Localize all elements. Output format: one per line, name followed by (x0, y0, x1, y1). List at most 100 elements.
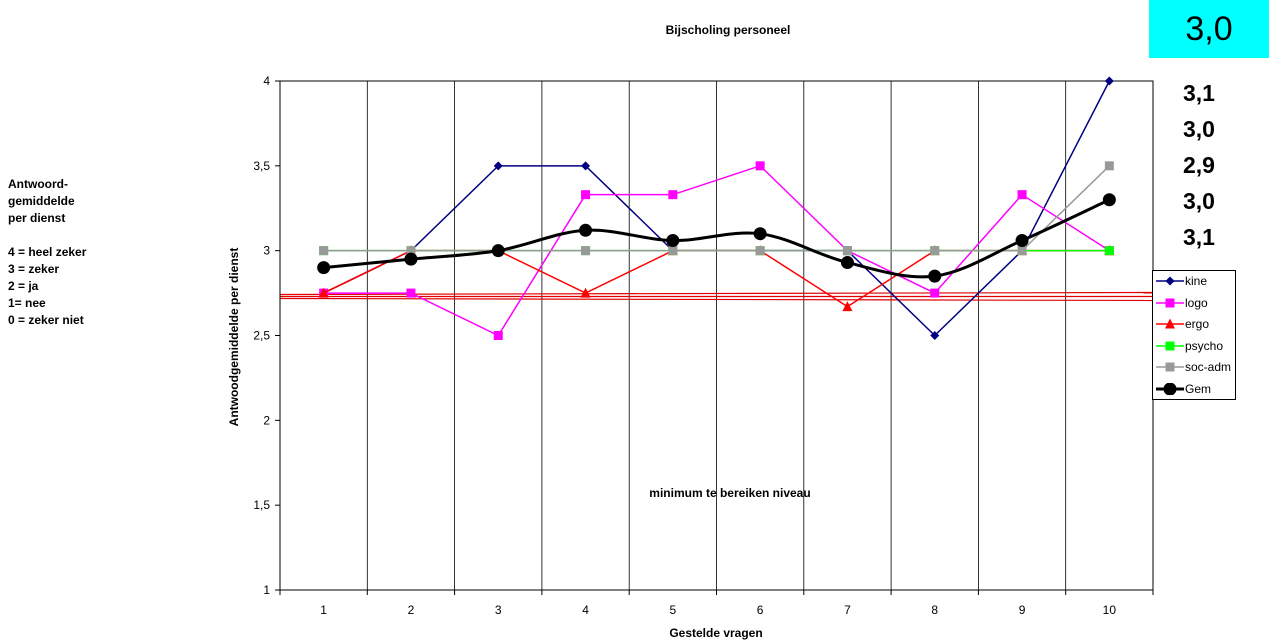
legend-swatch (1156, 276, 1184, 286)
data-point (580, 287, 591, 298)
legend-label: kine (1185, 274, 1208, 288)
dept-score: 3,0 (1183, 116, 1215, 142)
x-tick-label: 4 (582, 603, 589, 617)
data-point (755, 161, 765, 171)
y-tick-label: 2,5 (253, 329, 270, 343)
series-legend: kine logo ergo psycho soc-adm Gem (1152, 270, 1236, 400)
data-point (581, 190, 591, 200)
x-tick-label: 8 (931, 603, 938, 617)
y-tick-label: 4 (263, 74, 270, 88)
y-tick-label: 2 (263, 413, 270, 427)
legend-label: ergo (1185, 317, 1210, 331)
scale-line: 1= nee (8, 296, 46, 310)
data-point (930, 331, 940, 340)
dept-score: 3,0 (1183, 188, 1215, 214)
data-point (1165, 362, 1175, 372)
threshold-line (279, 291, 1154, 296)
data-point (842, 301, 853, 312)
data-point (928, 269, 942, 283)
data-point (668, 190, 678, 200)
legend-swatch (1156, 382, 1184, 395)
scale-line: 4 = heel zeker (8, 245, 87, 259)
series-layer (317, 76, 1116, 340)
data-point (930, 246, 940, 256)
x-tick-label: 9 (1019, 603, 1026, 617)
data-point (581, 161, 591, 171)
scale-heading-line: Antwoord- (8, 177, 68, 191)
x-tick-label: 10 (1103, 603, 1117, 617)
series-line (323, 164, 1110, 337)
scale-line: 0 = zeker niet (8, 313, 84, 327)
data-point (581, 246, 591, 256)
series-Gem (317, 193, 1116, 283)
data-point (493, 161, 503, 171)
y-axis-title: Antwoodgemiddelde per dienst (227, 248, 241, 427)
dept-score: 3,1 (1183, 80, 1215, 106)
data-point (1165, 298, 1175, 307)
data-point (404, 252, 418, 266)
threshold-line (279, 297, 1154, 302)
x-tick-label: 6 (757, 603, 764, 617)
data-point (491, 244, 505, 258)
data-point (318, 287, 329, 298)
x-tick-label: 3 (495, 603, 502, 617)
legend-swatch (1156, 318, 1184, 329)
x-tick-label: 2 (408, 603, 415, 617)
legend-item-logo: logo (1153, 293, 1235, 315)
y-tick-label: 3 (263, 244, 270, 258)
data-point (1102, 193, 1116, 207)
scale-heading-line: gemiddelde (8, 194, 75, 208)
legend-swatch (1156, 341, 1184, 350)
series-line (323, 198, 1110, 279)
scale-line: 3 = zeker (8, 262, 60, 276)
vertical-gridlines (366, 81, 1067, 590)
data-point (1017, 190, 1027, 200)
data-point (668, 246, 678, 256)
data-point (406, 246, 416, 256)
data-point (1017, 246, 1027, 256)
y-tick-label: 3,5 (253, 159, 270, 173)
data-point (1165, 318, 1175, 329)
legend-item-soc-adm: soc-adm (1153, 357, 1235, 379)
legend-swatch (1156, 362, 1184, 372)
data-point (1104, 161, 1114, 171)
data-point (317, 261, 331, 275)
data-point (753, 227, 767, 241)
data-point (319, 246, 329, 256)
legend-label: logo (1185, 295, 1208, 310)
data-point (1163, 382, 1177, 395)
data-point (666, 233, 680, 247)
threshold-label: minimum te bereiken niveau (649, 486, 810, 500)
dept-score: 2,9 (1183, 152, 1215, 178)
data-point (493, 331, 503, 340)
x-tick-label: 7 (844, 603, 851, 617)
dept-score: 3,1 (1183, 224, 1215, 250)
chart-title: Bijscholing personeel (666, 23, 791, 37)
legend-item-ergo: ergo (1153, 314, 1235, 336)
legend-swatch (1156, 298, 1184, 307)
answer-scale-legend: Antwoord- gemiddelde per dienst 4 = heel… (8, 176, 158, 329)
x-tick-label: 5 (670, 603, 677, 617)
data-point (755, 246, 765, 256)
data-point (1165, 341, 1175, 350)
scale-line: 2 = ja (8, 279, 39, 293)
axes: 1 1,5 2 2,5 3 3,5 4 1 2 3 4 5 6 7 8 9 10 (253, 74, 1154, 617)
data-point (1104, 246, 1114, 256)
series-line (323, 165, 1110, 252)
data-point (579, 223, 593, 237)
data-point (406, 288, 416, 298)
x-axis-title: Gestelde vragen (669, 626, 762, 640)
legend-label: soc-adm (1185, 360, 1232, 374)
minimum-level-lines (279, 291, 1154, 302)
legend-label: psycho (1185, 338, 1224, 353)
scale-heading-line: per dienst (8, 211, 66, 225)
overall-score-box: 3,0 (1149, 0, 1269, 58)
department-scores: 3,1 3,0 2,9 3,0 3,1 (1183, 75, 1263, 255)
data-point (842, 246, 852, 256)
y-tick-label: 1 (263, 583, 270, 597)
legend-item-psycho: psycho (1153, 336, 1235, 358)
legend-label: Gem (1185, 381, 1212, 396)
data-point (840, 256, 854, 270)
x-tick-label: 1 (320, 603, 327, 617)
